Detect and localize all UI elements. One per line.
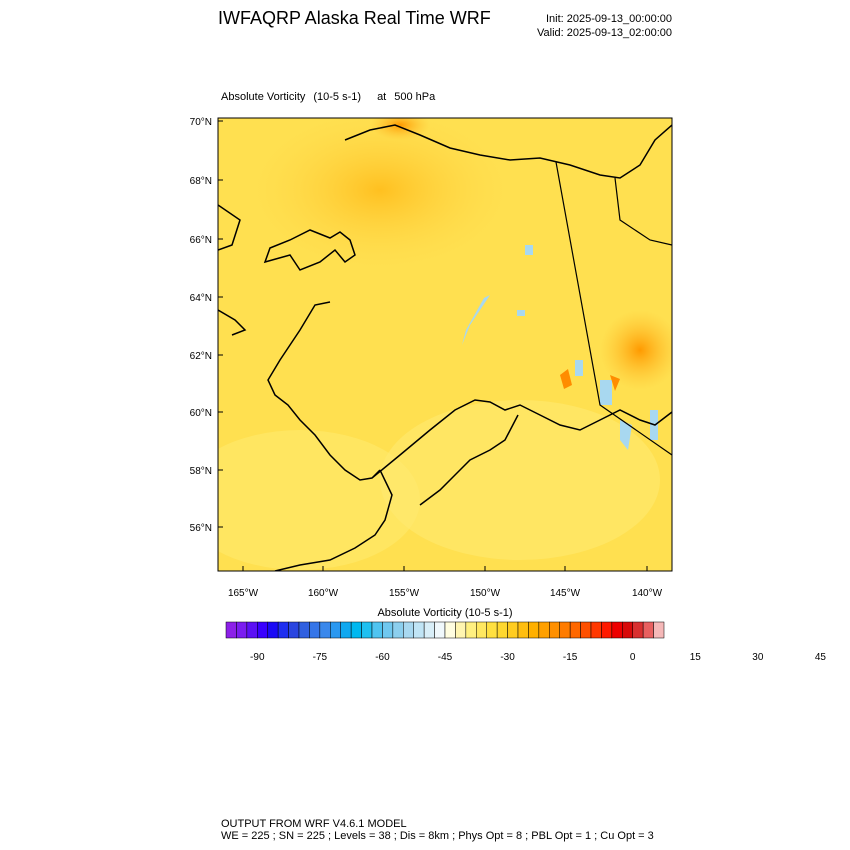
lat-label: 60°N [190, 408, 212, 419]
colorbar-swatch [507, 621, 519, 639]
title: IWFAQRP Alaska Real Time WRF [218, 8, 491, 28]
colorbar-swatch [465, 621, 477, 639]
colorbar-swatch [496, 621, 508, 639]
colorbar-label: -30 [500, 652, 515, 663]
colorbar-swatch [622, 621, 633, 639]
map [218, 118, 672, 571]
init-time: Init: 2025-09-13_00:00:00 [546, 13, 672, 25]
lat-label: 64°N [190, 293, 212, 304]
lon-label: 145°W [550, 588, 581, 599]
colorbar-swatch [590, 621, 602, 639]
lon-label: 155°W [389, 588, 420, 599]
colorbar-swatch [486, 621, 498, 639]
colorbar-swatch [642, 621, 654, 639]
lat-label: 62°N [190, 351, 212, 362]
colorbar-swatch [538, 621, 550, 639]
colorbar-swatch [601, 621, 613, 639]
lat-label: 66°N [190, 235, 212, 246]
colorbar-swatch [632, 621, 644, 639]
colorbar-label: 0 [630, 652, 636, 663]
colorbar-label: -90 [250, 652, 265, 663]
footer-line: OUTPUT FROM WRF V4.6.1 MODEL [221, 818, 407, 830]
colorbar-label: -45 [438, 652, 453, 663]
colorbar-swatch [257, 621, 268, 639]
colorbar-swatch [517, 621, 529, 639]
colorbar-label: 30 [752, 652, 764, 663]
colorbar-swatch [413, 621, 425, 639]
lon-label: 160°W [308, 588, 339, 599]
colorbar-swatch [653, 621, 665, 639]
field: Absolute Vorticity [221, 91, 306, 103]
colorbar-swatch [434, 621, 446, 639]
valid-time: Valid: 2025-09-13_02:00:00 [537, 27, 672, 39]
units: (10-5 s-1) [313, 91, 361, 103]
colorbar-swatch [330, 621, 341, 639]
lat-label: 68°N [190, 176, 212, 187]
colorbar-label: -60 [375, 652, 390, 663]
colorbar-swatch [361, 621, 373, 639]
subtitle: Absolute Vorticity (10-5 s-1) at 500 hPa [221, 91, 436, 103]
colorbar-swatch [611, 621, 623, 639]
colorbar-swatch [246, 621, 258, 639]
colorbar-swatch [225, 621, 237, 639]
colorbar-swatch [403, 621, 414, 639]
lat-axis: 70°N 68°N 66°N 64°N 62°N 60°N 58°N 56°N [190, 117, 223, 534]
colorbar-swatch [309, 621, 321, 639]
lon-label: 165°W [228, 588, 259, 599]
colorbar-swatch [340, 621, 352, 639]
colorbar-swatch [298, 621, 310, 639]
colorbar-label: 15 [690, 652, 702, 663]
colorbar-swatch [319, 621, 331, 639]
colorbar-title: Absolute Vorticity (10-5 s-1) [377, 607, 512, 619]
plot-frame [217, 117, 673, 572]
level: 500 hPa [394, 91, 436, 103]
colorbar-swatch [476, 621, 487, 639]
colorbar-swatch [288, 621, 300, 639]
colorbar-swatch [371, 621, 383, 639]
colorbar-swatch [423, 621, 435, 639]
colorbar-swatch [580, 621, 592, 639]
colorbar-label: 45 [815, 652, 827, 663]
colorbar-swatch [277, 621, 289, 639]
lat-label: 56°N [190, 523, 212, 534]
colorbar-swatch [549, 621, 560, 639]
colorbar-swatch [569, 621, 581, 639]
lat-label: 70°N [190, 117, 212, 128]
colorbar-swatch [528, 621, 540, 639]
lon-label: 140°W [632, 588, 663, 599]
colorbar-swatch [267, 621, 279, 639]
colorbar-swatch [236, 621, 248, 639]
colorbar-swatch [350, 621, 362, 639]
colorbar-swatch [559, 621, 571, 639]
colorbar: -90-75-60-45-30-150153045607590 [225, 621, 827, 663]
colorbar-label: -15 [563, 652, 578, 663]
colorbar-swatch [382, 621, 394, 639]
lon-axis: 165°W 160°W 155°W 150°W 145°W 140°W [228, 566, 663, 599]
colorbar-label: -75 [313, 652, 328, 663]
colorbar-swatch [392, 621, 404, 639]
footer-line: WE = 225 ; SN = 225 ; Levels = 38 ; Dis … [221, 830, 654, 842]
level-prefix: at [377, 91, 386, 103]
colorbar-swatch [455, 621, 467, 639]
lat-label: 58°N [190, 466, 212, 477]
colorbar-swatch [444, 621, 456, 639]
lon-label: 150°W [470, 588, 501, 599]
